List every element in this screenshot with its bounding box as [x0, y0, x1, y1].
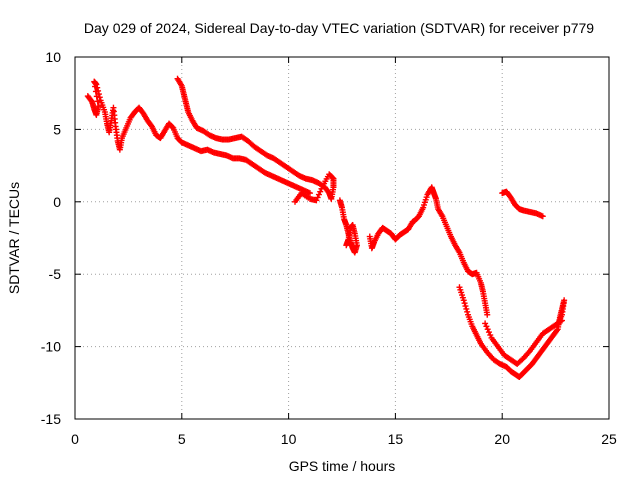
series-segment-1 [84, 78, 313, 197]
series-segment-6 [482, 317, 566, 367]
x-axis-label: GPS time / hours [289, 458, 396, 474]
data-point-marker [462, 303, 469, 310]
y-tick-label: -10 [41, 339, 61, 355]
series-segment-4 [366, 184, 491, 318]
x-tick-label: 20 [494, 431, 510, 447]
data-point-marker [484, 311, 491, 318]
data-point-marker [482, 320, 489, 327]
data-point-marker [315, 191, 322, 198]
plot-frame [74, 56, 610, 420]
data-point-marker [539, 213, 546, 220]
y-tick-label: 0 [53, 194, 61, 210]
data-point-marker [95, 91, 102, 98]
data-point-marker [464, 308, 471, 315]
series-segment-5 [456, 284, 568, 381]
data-point-marker [487, 332, 494, 339]
x-tick-label: 5 [178, 431, 186, 447]
series-segment-3 [336, 197, 360, 256]
data-point-marker [460, 297, 467, 304]
data-point-marker [553, 327, 560, 334]
data-point-marker [485, 329, 492, 336]
y-axis-label: SDTVAR / TECUs [6, 182, 22, 294]
data-point-marker [95, 87, 102, 94]
data-point-marker [319, 182, 326, 189]
chart-title: Day 029 of 2024, Sidereal Day-to-day VTE… [84, 20, 594, 36]
y-tick-label: -15 [41, 411, 61, 427]
x-tick-label: 10 [281, 431, 297, 447]
series-segment-7 [499, 188, 546, 220]
y-tick-label: 5 [53, 121, 61, 137]
data-point-marker [483, 323, 490, 330]
data-point-marker [557, 318, 564, 325]
series-segment-2 [174, 75, 337, 205]
y-tick-label: 10 [45, 49, 61, 65]
data-point-marker [317, 188, 324, 195]
data-point-marker [343, 242, 350, 249]
data-series [84, 75, 568, 381]
data-point-marker [96, 94, 103, 101]
grid [75, 57, 609, 419]
data-point-marker [93, 81, 100, 88]
data-point-marker [95, 103, 102, 110]
x-tick-label: 15 [388, 431, 404, 447]
data-point-marker [306, 190, 313, 197]
data-point-marker [94, 98, 101, 105]
y-tick-label: -5 [49, 266, 62, 282]
data-point-marker [463, 305, 470, 312]
data-point-marker [484, 326, 491, 333]
data-point-marker [318, 185, 325, 192]
data-point-marker [94, 84, 101, 91]
x-tick-label: 0 [71, 431, 79, 447]
data-point-marker [461, 300, 468, 307]
x-tick-label: 25 [601, 431, 617, 447]
data-point-marker [292, 198, 299, 205]
data-point-marker [559, 317, 566, 324]
axis-ticks: 0 5 10 15 20 25 -15 -10 -5 0 5 10 [41, 49, 617, 447]
